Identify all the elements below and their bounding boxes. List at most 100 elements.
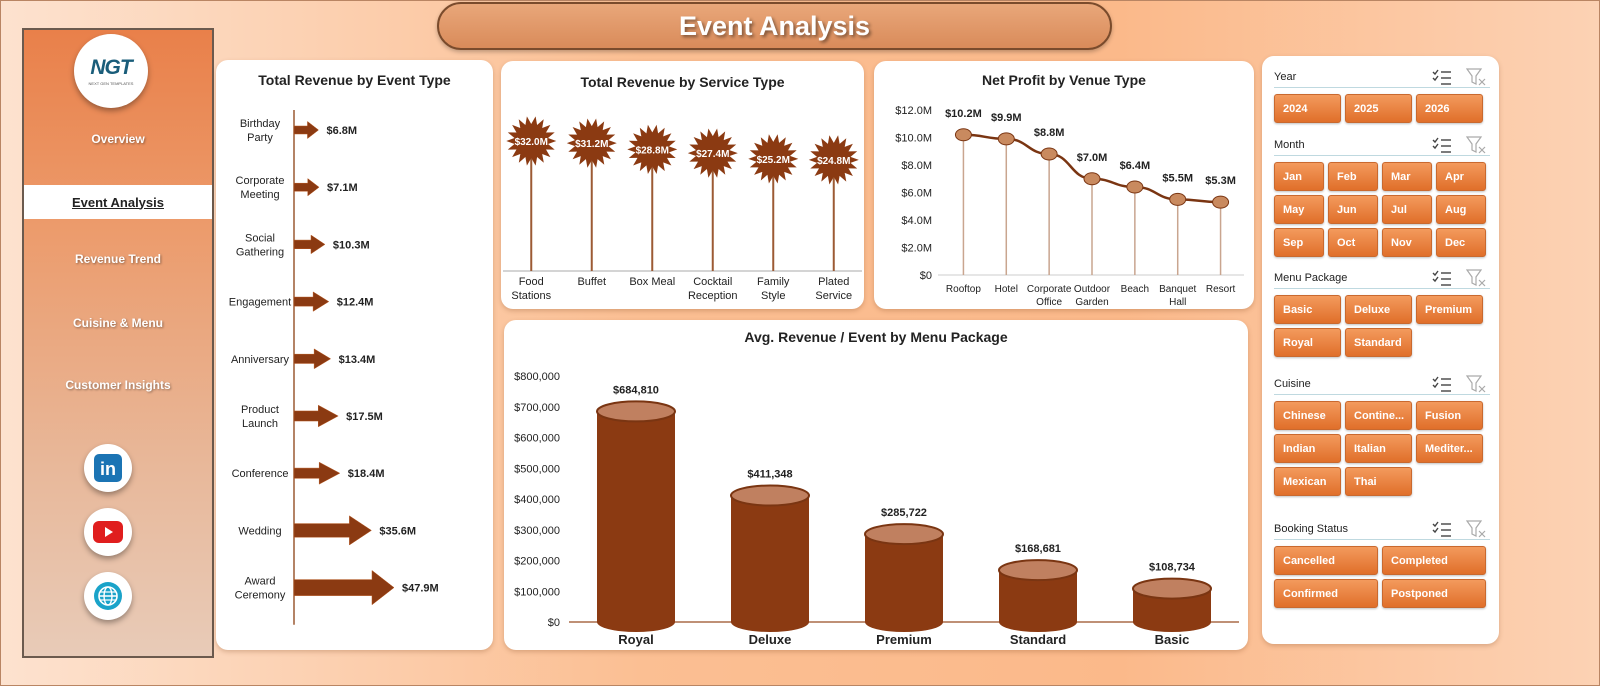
menu-package-chart-title: Avg. Revenue / Event by Menu Package [744,329,1008,345]
clear-filter-icon[interactable] [1466,519,1486,538]
menu-package-chip[interactable]: Basic [1274,295,1341,324]
menu-value-label: $411,348 [747,469,792,481]
nav-item-cuisine-menu[interactable]: Cuisine & Menu [72,316,163,330]
month-chip[interactable]: Jan [1274,162,1324,191]
menu-package-chip[interactable]: Standard [1345,328,1412,357]
event-type-arrow-bar [293,234,326,255]
month-chip[interactable]: Sep [1274,228,1324,257]
nav-item-revenue-trend[interactable]: Revenue Trend [74,252,162,266]
booking-status-chip[interactable]: Confirmed [1274,579,1378,608]
month-chip[interactable]: Aug [1436,195,1486,224]
cuisine-slicer-title: Cuisine [1274,377,1311,390]
cuisine-chip[interactable]: Fusion [1416,401,1483,430]
menu-y-tick-label: $600,000 [514,433,560,445]
page-title: Event Analysis [678,10,871,41]
menu-package-panel: Avg. Revenue / Event by Menu Package $0 $… [504,320,1248,650]
month-chip[interactable]: Jun [1328,195,1378,224]
multi-select-icon[interactable] [1432,520,1452,538]
nav-item-overview[interactable]: Overview [91,132,145,146]
clear-filter-icon[interactable] [1466,67,1486,86]
month-slicer-title: Month [1274,138,1305,151]
venue-y-tick-label: $8.0M [901,160,932,172]
cuisine-chip[interactable]: Mexican [1274,467,1341,496]
multi-select-icon[interactable] [1432,136,1452,154]
multi-select-icon[interactable] [1432,269,1452,287]
menu-cylinder-top [1132,577,1212,600]
cuisine-chip[interactable]: Contine... [1345,401,1412,430]
venue-category-label: Outdoor [1074,284,1111,295]
linkedin-button[interactable]: in [84,444,132,492]
venue-y-tick-label: $6.0M [901,188,932,200]
year-2024-chip[interactable]: 2024 [1274,94,1341,123]
event-type-value-label: $12.4M [337,297,374,309]
event-type-panel: Total Revenue by Event Type Birthday Part… [216,60,493,650]
venue-y-tick-label: $2.0M [901,243,932,255]
event-type-value-label: $18.4M [348,468,385,480]
youtube-button[interactable] [84,508,132,556]
menu-y-tick-label: $800,000 [514,371,560,383]
month-chip[interactable]: Dec [1436,228,1486,257]
booking-status-chip[interactable]: Completed [1382,546,1486,575]
menu-package-slicer: Menu Package Basic Deluxe Premium Royal … [1274,267,1490,357]
multi-select-icon[interactable] [1432,68,1452,86]
cuisine-chip[interactable]: Mediter... [1416,434,1483,463]
clear-filter-icon[interactable] [1466,135,1486,154]
menu-y-tick-label: $400,000 [514,494,560,506]
menu-value-label: $285,722 [881,507,927,519]
globe-icon [94,582,122,610]
venue-category-label: Garden [1075,297,1108,308]
menu-cylinder-top [596,400,676,423]
youtube-icon [93,521,123,543]
menu-cylinder-body [865,534,943,632]
month-chip[interactable]: Oct [1328,228,1378,257]
venue-point-marker [1169,192,1187,206]
menu-package-chip[interactable]: Premium [1416,295,1483,324]
multi-select-icon[interactable] [1432,375,1452,393]
service-type-category-label: Family [757,276,790,288]
menu-package-chip[interactable]: Royal [1274,328,1341,357]
service-type-category-label: Plated [818,276,849,288]
service-type-value-label: $28.8M [636,145,669,156]
service-type-category-label: Reception [688,290,738,302]
event-type-category-label: Party [247,132,273,144]
clear-filter-icon[interactable] [1466,268,1486,287]
year-2025-chip[interactable]: 2025 [1345,94,1412,123]
event-type-chart: Birthday Party $6.8M Corporate Meeting $7.1M S… [229,110,439,625]
month-chip[interactable]: May [1274,195,1324,224]
month-chip[interactable]: Jul [1382,195,1432,224]
event-type-value-label: $47.9M [402,583,439,595]
menu-y-tick-label: $100,000 [514,586,560,598]
month-chip[interactable]: Mar [1382,162,1432,191]
cuisine-chip[interactable]: Thai [1345,467,1412,496]
website-button[interactable] [84,572,132,620]
service-type-chart: $32.0M Food Stations $31.2M Buffet $28.8M Box … [503,116,862,302]
service-type-category-label: Stations [511,290,551,302]
nav-item-customer-insights[interactable]: Customer Insights [65,378,171,392]
cuisine-slicer: Cuisine Chinese Contine... Fusion Indian… [1274,373,1490,496]
menu-package-chip[interactable]: Deluxe [1345,295,1412,324]
cuisine-chip[interactable]: Chinese [1274,401,1341,430]
month-chip[interactable]: Apr [1436,162,1486,191]
company-logo[interactable]: NGT NEXT GEN TEMPLATES [74,34,148,108]
clear-filter-icon[interactable] [1466,374,1486,393]
venue-point-marker [954,128,972,142]
booking-status-chip[interactable]: Postponed [1382,579,1486,608]
event-type-category-label: Wedding [238,525,281,537]
event-type-category-label: Conference [232,468,289,480]
year-2026-chip[interactable]: 2026 [1416,94,1483,123]
venue-value-label: $10.2M [945,108,982,120]
venue-category-label: Rooftop [946,284,981,295]
menu-category-label: Royal [618,632,653,647]
venue-y-tick-label: $4.0M [901,215,932,227]
cuisine-chip[interactable]: Indian [1274,434,1341,463]
cuisine-chip[interactable]: Italian [1345,434,1412,463]
venue-point-marker [1126,180,1144,194]
month-chip[interactable]: Feb [1328,162,1378,191]
service-type-value-label: $25.2M [757,155,790,166]
booking-status-chip[interactable]: Cancelled [1274,546,1378,575]
event-type-category-label: Award [245,576,276,588]
nav-item-event-analysis[interactable]: Event Analysis [24,185,212,219]
month-chip[interactable]: Nov [1382,228,1432,257]
service-type-starburst-marker [627,124,678,174]
booking-status-slicer: Booking Status Cancelled Completed Confi… [1274,518,1490,608]
